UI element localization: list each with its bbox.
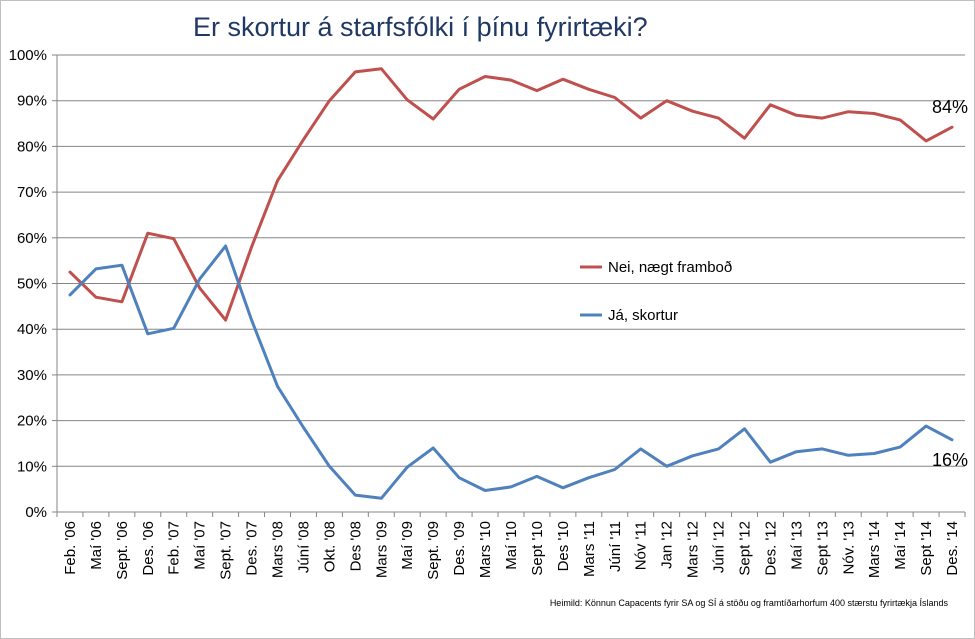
end-labels: 84% 16% (932, 97, 968, 470)
y-tick-label: 10% (17, 458, 47, 475)
y-tick-labels: 0% 10% 20% 30% 40% 50% 60% 70% 80% 90% 100% (9, 47, 47, 521)
x-tick-label: Des '08 (347, 521, 364, 571)
x-tick-label: Sept. '07 (218, 521, 235, 580)
chart-title: Er skortur á starfsfólki í þínu fyrirtæk… (193, 12, 648, 42)
x-tick-label: Mars '14 (866, 521, 883, 578)
y-tick-label: 100% (9, 47, 47, 64)
series-lines (68, 67, 954, 500)
source-note: Heimild: Könnun Capacents fyrir SA og SÍ… (550, 598, 949, 608)
x-tick-label: Maí '09 (399, 521, 416, 570)
x-tick-label: Des. '06 (140, 521, 157, 576)
x-tick-label: Nóv '11 (633, 521, 650, 570)
legend: Nei, nægt framboð Já, skortur (580, 259, 732, 324)
series-line-2 (68, 244, 954, 500)
x-tick-label: Maí '06 (88, 521, 105, 570)
x-tick-label: Mars '09 (373, 521, 390, 578)
x-tick-label: Mars '12 (685, 521, 702, 578)
series-line-1 (68, 67, 954, 322)
axes (56, 55, 965, 513)
x-tick-label: Júní '08 (295, 521, 312, 573)
x-tick-label: Maí '13 (788, 521, 805, 570)
y-tick-label: 40% (17, 321, 47, 338)
x-tick-label: Sept. '09 (425, 521, 442, 580)
y-tick-label: 30% (17, 367, 47, 384)
x-tick-label: Sept '13 (814, 521, 831, 576)
x-tick-label: Des. '12 (762, 521, 779, 576)
x-tick-label: Mars '11 (581, 521, 598, 577)
legend-label: Nei, nægt framboð (608, 259, 732, 276)
x-tick-label: Maí '10 (503, 521, 520, 570)
x-tick-label: Sept '10 (529, 521, 546, 576)
x-tick-label: Sept. '06 (114, 521, 131, 580)
x-tick-labels: Feb. '06 Maí '06 Sept. '06 Des. '06 Feb. '07… (62, 521, 961, 580)
x-tick-label: Feb. '07 (166, 521, 183, 575)
x-tick-label: Des. '14 (944, 521, 961, 576)
end-label: 16% (932, 450, 968, 470)
gridlines (52, 54, 966, 517)
x-tick-label: Jan '12 (659, 521, 676, 569)
y-tick-label: 50% (17, 276, 47, 293)
x-tick-label: Feb. '06 (62, 521, 79, 575)
x-tick-label: Mars '10 (477, 521, 494, 578)
x-tick-label: Des '10 (555, 521, 572, 571)
y-tick-label: 80% (17, 138, 47, 155)
legend-label: Já, skortur (608, 307, 678, 324)
x-tick-label: Des. '07 (244, 521, 261, 576)
x-tick-label: Júní '12 (711, 521, 728, 573)
x-tick-label: Nóv. '13 (840, 521, 857, 574)
y-tick-label: 60% (17, 230, 47, 247)
x-tick-label: Sept '12 (736, 521, 753, 576)
end-label: 84% (932, 97, 968, 117)
y-tick-label: 70% (17, 184, 47, 201)
x-tick-label: Maí '07 (192, 521, 209, 570)
y-tick-label: 0% (25, 504, 47, 521)
x-tick-label: Sept '14 (918, 521, 935, 576)
x-tick-label: Mars '08 (270, 521, 287, 578)
y-tick-label: 90% (17, 93, 47, 110)
x-tick-label: Júní '11 (607, 521, 624, 572)
x-tick-label: Okt. '08 (321, 521, 338, 572)
y-tick-label: 20% (17, 413, 47, 430)
x-tick-label: Maí '14 (892, 521, 909, 570)
x-tick-label: Des. '09 (451, 521, 468, 576)
